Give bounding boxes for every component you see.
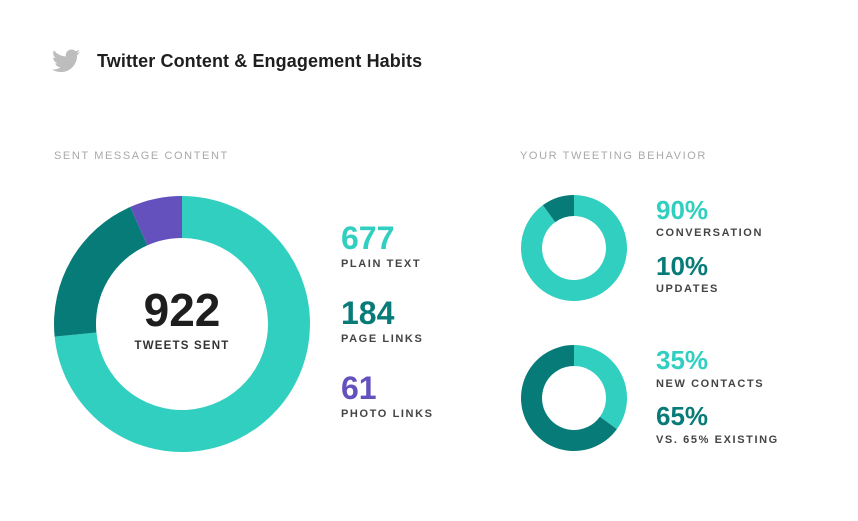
behavior-slice-conversation (521, 195, 627, 301)
plain-text-label: PLAIN TEXT (341, 258, 422, 270)
page-links-label: PAGE LINKS (341, 333, 424, 345)
conversation-label: CONVERSATION (656, 227, 764, 239)
new-contacts-value: 35% (656, 345, 709, 375)
sent-content-donut-chart (54, 196, 311, 452)
contacts-donut-chart (521, 345, 627, 451)
photo-links-value: 61 (341, 370, 377, 406)
photo-links-label: PHOTO LINKS (341, 408, 434, 420)
section-label-tweeting-behavior: YOUR TWEETING BEHAVIOR (520, 150, 707, 162)
updates-value: 10% (656, 251, 709, 281)
existing-contacts-value: 65% (656, 401, 709, 431)
updates-label: UPDATES (656, 283, 719, 295)
tweets-sent-label: TWEETS SENT (134, 340, 230, 352)
sent-content-slice-plain-text (54, 196, 311, 452)
tweets-sent-count: 922 (143, 284, 221, 336)
tweeting-behavior-donut-chart (521, 195, 627, 301)
existing-contacts-label: VS. 65% EXISTING (656, 434, 779, 446)
header: Twitter Content & Engagement Habits (52, 46, 422, 76)
behavior-slice-updates (542, 195, 574, 223)
page-links-value: 184 (341, 295, 395, 331)
contacts-slice-vs-65-existing (521, 345, 617, 451)
page-title: Twitter Content & Engagement Habits (97, 50, 423, 71)
plain-text-value: 677 (341, 220, 395, 256)
twitter-bird-icon (52, 49, 80, 73)
sent-content-slice-photo-links (130, 196, 182, 246)
new-contacts-label: NEW CONTACTS (656, 378, 765, 390)
conversation-value: 90% (656, 195, 709, 225)
section-label-sent-content: SENT MESSAGE CONTENT (54, 150, 229, 162)
sent-content-slice-page-links (54, 206, 148, 337)
contacts-slice-new-contacts (574, 345, 627, 430)
